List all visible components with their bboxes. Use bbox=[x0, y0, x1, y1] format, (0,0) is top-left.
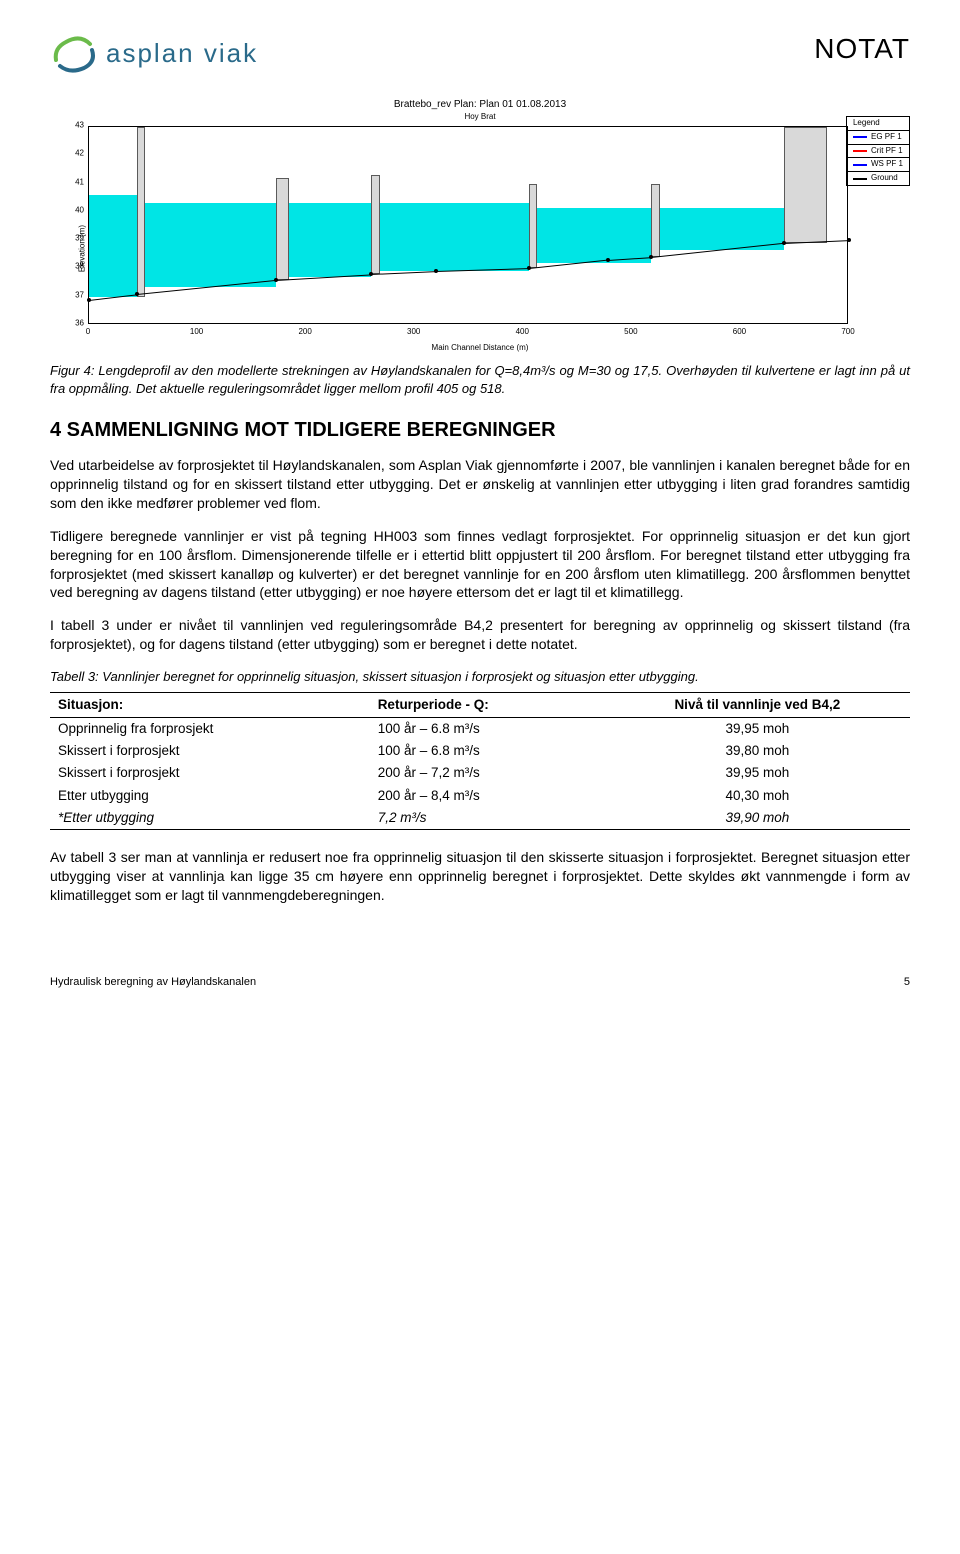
chart-title: Brattebo_rev Plan: Plan 01 01.08.2013 bbox=[394, 98, 566, 112]
table3-caption: Tabell 3: Vannlinjer beregnet for opprin… bbox=[50, 668, 910, 686]
plot-area: Elevation (m) bbox=[88, 126, 848, 324]
table-row: Skissert i forprosjekt100 år – 6.8 m³/s3… bbox=[50, 740, 910, 762]
legend-item: WS PF 1 bbox=[847, 158, 909, 172]
section4-para3: I tabell 3 under er nivået til vannlinje… bbox=[50, 616, 910, 654]
footer-left: Hydraulisk beregning av Høylandskanalen bbox=[50, 975, 256, 990]
table-row: Skissert i forprosjekt200 år – 7,2 m³/s3… bbox=[50, 762, 910, 784]
section4-heading: 4 SAMMENLIGNING MOT TIDLIGERE BEREGNINGE… bbox=[50, 417, 910, 444]
page-footer: Hydraulisk beregning av Høylandskanalen … bbox=[50, 975, 910, 990]
legend-item: Crit PF 1 bbox=[847, 145, 909, 159]
logo-icon bbox=[50, 30, 98, 78]
closing-paragraph: Av tabell 3 ser man at vannlinja er redu… bbox=[50, 848, 910, 905]
table-row: Opprinnelig fra forprosjekt100 år – 6.8 … bbox=[50, 717, 910, 740]
section4-para2: Tidligere beregnede vannlinjer er vist p… bbox=[50, 527, 910, 603]
chart-subtitle: Hoy Brat bbox=[464, 112, 495, 123]
logo: asplan viak bbox=[50, 30, 258, 78]
table3: Situasjon: Returperiode - Q: Nivå til va… bbox=[50, 692, 910, 830]
document-type-label: NOTAT bbox=[814, 30, 910, 68]
legend-title: Legend bbox=[847, 117, 909, 131]
figure4-chart: Brattebo_rev Plan: Plan 01 01.08.2013 Ho… bbox=[50, 98, 910, 358]
footer-page-number: 5 bbox=[904, 975, 910, 990]
table-row: Etter utbygging200 år – 8,4 m³/s40,30 mo… bbox=[50, 785, 910, 807]
figure4-caption: Figur 4: Lengdeprofil av den modellerte … bbox=[50, 362, 910, 397]
section4-para1: Ved utarbeidelse av forprosjektet til Hø… bbox=[50, 456, 910, 513]
chart-legend: Legend EG PF 1Crit PF 1WS PF 1Ground bbox=[846, 116, 910, 186]
table3-col3: Nivå til vannlinje ved B4,2 bbox=[605, 692, 910, 717]
logo-text: asplan viak bbox=[106, 36, 258, 71]
table3-header-row: Situasjon: Returperiode - Q: Nivå til va… bbox=[50, 692, 910, 717]
table-row: *Etter utbygging7,2 m³/s39,90 moh bbox=[50, 807, 910, 830]
legend-item: EG PF 1 bbox=[847, 131, 909, 145]
table3-col1: Situasjon: bbox=[50, 692, 338, 717]
page-header: asplan viak NOTAT bbox=[50, 30, 910, 78]
table3-col2: Returperiode - Q: bbox=[338, 692, 605, 717]
x-axis-label: Main Channel Distance (m) bbox=[432, 343, 529, 354]
legend-item: Ground bbox=[847, 172, 909, 185]
table3-body: Opprinnelig fra forprosjekt100 år – 6.8 … bbox=[50, 717, 910, 829]
